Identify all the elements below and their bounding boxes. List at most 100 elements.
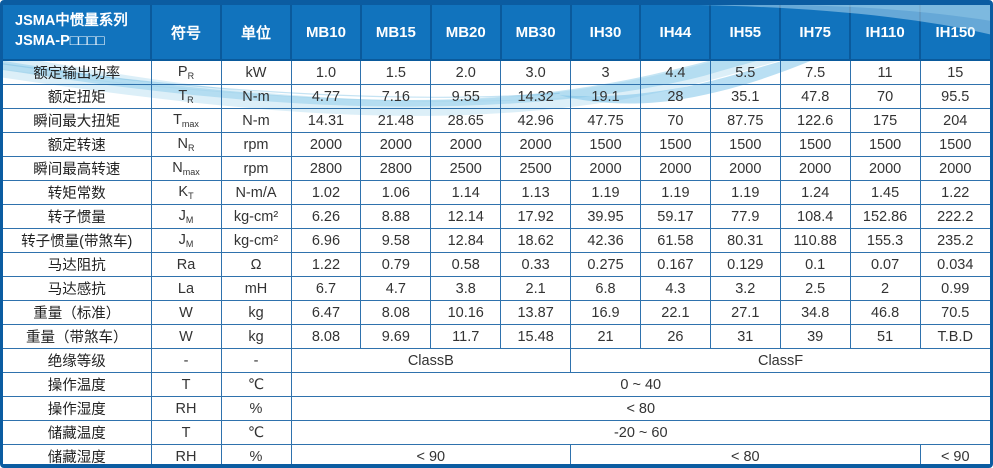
value-cell: 80.31 [709, 228, 781, 253]
value-cell: 47.8 [779, 84, 851, 109]
row-label: 马达感抗 [3, 276, 152, 301]
value-cell: 1500 [779, 132, 851, 157]
row-symbol: RH [150, 444, 222, 465]
value-cell: 1.19 [709, 180, 781, 205]
value-cell: 46.8 [849, 300, 921, 325]
column-header-mb10: MB10 [290, 5, 361, 61]
symbol-text: N [177, 136, 188, 152]
symbol-text: N [172, 160, 183, 176]
merged-value-cell: -20 ~ 60 [290, 420, 990, 445]
table-row: 瞬间最高转速 Nmax rpm 2800 2800 2500 2500 2000 2000 200… [3, 156, 990, 181]
row-label: 重量（带煞车） [3, 324, 152, 349]
value-cell: 39.95 [570, 204, 641, 229]
value-cell: 8.08 [360, 300, 432, 325]
row-unit: kg-cm² [220, 204, 292, 229]
table-row: 转子惯量(带煞车) JM kg-cm² 6.96 9.58 12.84 18.62 42.36… [3, 228, 990, 253]
merged-value-cell: ClassB [290, 348, 572, 373]
symbol-subscript: R [187, 143, 195, 153]
value-cell: 9.69 [360, 324, 432, 349]
value-cell: 2000 [570, 156, 641, 181]
value-cell: 4.7 [360, 276, 432, 301]
row-symbol: PR [150, 59, 222, 85]
value-cell: 1.19 [570, 180, 641, 205]
value-cell: 4.4 [639, 59, 711, 85]
row-label: 绝缘等级 [3, 348, 152, 373]
value-cell: 1500 [919, 132, 990, 157]
value-cell: 61.58 [639, 228, 711, 253]
value-cell: 5.5 [709, 59, 781, 85]
symbol-text: T [178, 88, 188, 104]
value-cell: 11 [849, 59, 921, 85]
value-cell: 35.1 [709, 84, 781, 109]
row-unit: kg [220, 324, 292, 349]
table-row: 绝缘等级 - - ClassB ClassF [3, 348, 990, 373]
column-header-mb20: MB20 [429, 5, 501, 61]
value-cell: 21.48 [360, 108, 432, 133]
row-symbol: Ra [150, 252, 222, 277]
value-cell: 4.77 [290, 84, 362, 109]
value-cell: 3.8 [430, 276, 502, 301]
value-cell: 70 [849, 84, 921, 109]
value-cell: 28 [639, 84, 711, 109]
value-cell: 110.88 [779, 228, 851, 253]
table-title-cell: JSMA中惯量系列 JSMA-P□□□□ [3, 5, 151, 61]
value-cell: 1.14 [430, 180, 502, 205]
value-cell: 6.96 [290, 228, 362, 253]
row-unit: % [220, 396, 292, 421]
row-symbol: W [150, 324, 222, 349]
value-cell: 27.1 [709, 300, 781, 325]
column-header-ih75: IH75 [779, 5, 851, 61]
value-cell: 6.26 [290, 204, 362, 229]
value-cell: 6.8 [570, 276, 641, 301]
row-label: 转矩常数 [3, 180, 152, 205]
value-cell: 1.19 [639, 180, 711, 205]
table-header: JSMA中惯量系列 JSMA-P□□□□ 符号 单位 MB10 MB15 MB20 M… [3, 5, 990, 61]
value-cell: 2000 [849, 156, 921, 181]
value-cell: 1.22 [919, 180, 990, 205]
column-header-ih30: IH30 [569, 5, 641, 61]
symbol-text: J [178, 232, 186, 248]
value-cell: 2800 [360, 156, 432, 181]
value-cell: 87.75 [709, 108, 781, 133]
symbol-text: RH [175, 448, 197, 465]
value-cell: 108.4 [779, 204, 851, 229]
column-header-ih150: IH150 [919, 5, 990, 61]
table-row: 转矩常数 KT N-m/A 1.02 1.06 1.14 1.13 1.19 1.19 1.19 1… [3, 180, 990, 205]
value-cell: 21 [570, 324, 641, 349]
value-cell: 222.2 [919, 204, 990, 229]
table-row: 瞬间最大扭矩 Tmax N-m 14.31 21.48 28.65 42.96 47.75 70… [3, 108, 990, 133]
row-symbol: T [150, 420, 222, 445]
value-cell: 22.1 [639, 300, 711, 325]
symbol-text: - [183, 352, 189, 369]
value-cell: 0.1 [779, 252, 851, 277]
merged-value-cell: ClassF [570, 348, 990, 373]
row-label: 额定输出功率 [3, 59, 152, 85]
row-label: 操作温度 [3, 372, 152, 397]
row-unit: N-m [220, 108, 292, 133]
value-cell: 47.75 [570, 108, 641, 133]
value-cell: 59.17 [639, 204, 711, 229]
row-unit: - [220, 348, 292, 373]
value-cell: 2.5 [779, 276, 851, 301]
table-body: 额定输出功率 PR kW 1.0 1.5 2.0 3.0 3 4.4 5.5 7.5 11 15 额定扭矩… [3, 59, 990, 465]
row-symbol: W [150, 300, 222, 325]
row-label: 额定转速 [3, 132, 152, 157]
column-header-ih110: IH110 [849, 5, 921, 61]
value-cell: 0.79 [360, 252, 432, 277]
value-cell: 31 [709, 324, 781, 349]
value-cell: 7.16 [360, 84, 432, 109]
symbol-text: W [179, 304, 193, 321]
value-cell: 0.034 [919, 252, 990, 277]
value-cell: 0.167 [639, 252, 711, 277]
merged-value-cell: < 90 [290, 444, 572, 464]
symbol-subscript: max [182, 167, 200, 177]
value-cell: 15.48 [500, 324, 572, 349]
value-cell: 11.7 [430, 324, 502, 349]
row-label: 瞬间最大扭矩 [3, 108, 152, 133]
row-symbol: - [150, 348, 222, 373]
value-cell: 2000 [639, 156, 711, 181]
row-label: 马达阻抗 [3, 252, 152, 277]
value-cell: 9.55 [430, 84, 502, 109]
value-cell: 2000 [500, 132, 572, 157]
